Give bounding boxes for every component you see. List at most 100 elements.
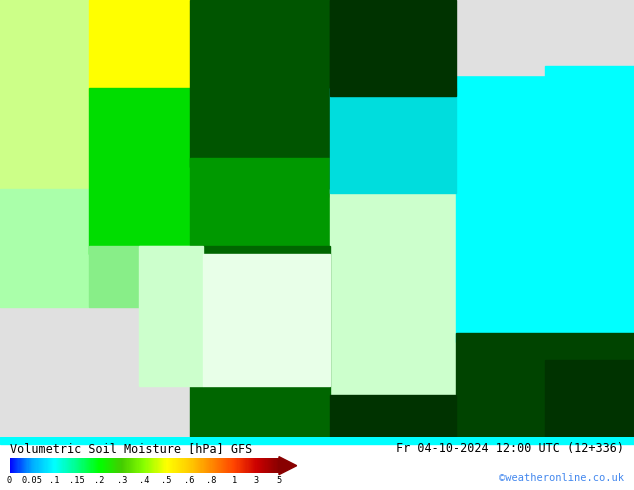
Bar <box>78 458 79 473</box>
Bar <box>191 458 193 473</box>
Bar <box>263 458 264 473</box>
Bar <box>46 458 48 473</box>
Bar <box>22 458 23 473</box>
Bar <box>161 458 162 473</box>
Polygon shape <box>330 0 456 97</box>
Bar <box>142 458 143 473</box>
Polygon shape <box>139 245 203 386</box>
Bar <box>86 458 87 473</box>
Bar <box>226 458 228 473</box>
Bar <box>148 458 149 473</box>
Bar <box>218 458 219 473</box>
Bar <box>88 458 89 473</box>
Bar <box>249 458 250 473</box>
Bar <box>31 458 32 473</box>
Bar <box>273 458 275 473</box>
Bar <box>131 458 132 473</box>
Bar <box>179 458 180 473</box>
Text: .5: .5 <box>162 476 172 485</box>
Bar <box>69 458 70 473</box>
Bar <box>261 458 262 473</box>
Bar <box>95 458 96 473</box>
Polygon shape <box>89 0 190 97</box>
Text: ©weatheronline.co.uk: ©weatheronline.co.uk <box>500 473 624 483</box>
Bar <box>237 458 238 473</box>
Bar <box>254 458 256 473</box>
Bar <box>206 458 207 473</box>
Bar <box>18 458 20 473</box>
Bar <box>63 458 65 473</box>
Bar <box>85 458 86 473</box>
Bar <box>260 458 261 473</box>
Bar <box>198 458 199 473</box>
Text: 0: 0 <box>7 476 12 485</box>
Bar <box>70 458 71 473</box>
Bar <box>136 458 138 473</box>
Text: 0.05: 0.05 <box>22 476 42 485</box>
Bar <box>257 458 259 473</box>
Polygon shape <box>0 189 89 307</box>
Bar <box>155 458 157 473</box>
Bar <box>17 458 18 473</box>
Bar <box>42 458 43 473</box>
Polygon shape <box>545 360 634 439</box>
Polygon shape <box>190 245 330 439</box>
Bar <box>181 458 183 473</box>
Bar <box>48 458 49 473</box>
Bar <box>21 458 22 473</box>
Bar <box>144 458 145 473</box>
Bar <box>40 458 41 473</box>
Bar <box>242 458 243 473</box>
Bar <box>81 458 82 473</box>
Bar <box>146 458 148 473</box>
Bar <box>245 458 247 473</box>
Bar <box>268 458 269 473</box>
Bar <box>94 458 95 473</box>
Bar <box>278 458 279 473</box>
Bar <box>101 458 103 473</box>
Bar <box>235 458 236 473</box>
Bar <box>267 458 268 473</box>
Bar <box>53 458 55 473</box>
Bar <box>77 458 78 473</box>
Bar <box>232 458 233 473</box>
Polygon shape <box>203 254 330 386</box>
Bar <box>222 458 223 473</box>
Bar <box>193 458 195 473</box>
Bar <box>120 458 122 473</box>
Bar <box>197 458 198 473</box>
Bar <box>134 458 135 473</box>
Bar <box>27 458 29 473</box>
Bar <box>183 458 184 473</box>
Bar <box>162 458 164 473</box>
Bar <box>30 458 31 473</box>
Polygon shape <box>545 66 634 211</box>
Bar <box>122 458 123 473</box>
Bar <box>174 458 176 473</box>
Bar <box>171 458 172 473</box>
Bar <box>195 458 196 473</box>
Bar <box>50 458 51 473</box>
Bar <box>125 458 126 473</box>
Bar <box>66 458 67 473</box>
Bar <box>29 458 30 473</box>
Bar <box>180 458 181 473</box>
Bar <box>178 458 179 473</box>
Bar <box>188 458 189 473</box>
Bar <box>91 458 93 473</box>
Bar <box>143 458 144 473</box>
Bar <box>97 458 98 473</box>
Bar <box>89 458 90 473</box>
Bar <box>43 458 44 473</box>
Bar <box>223 458 224 473</box>
Bar <box>127 458 129 473</box>
Bar <box>230 458 231 473</box>
Bar <box>228 458 230 473</box>
Bar <box>160 458 161 473</box>
Polygon shape <box>330 88 456 193</box>
Bar <box>271 458 272 473</box>
Bar <box>238 458 240 473</box>
Bar <box>10 458 11 473</box>
Bar <box>210 458 212 473</box>
Bar <box>72 458 74 473</box>
